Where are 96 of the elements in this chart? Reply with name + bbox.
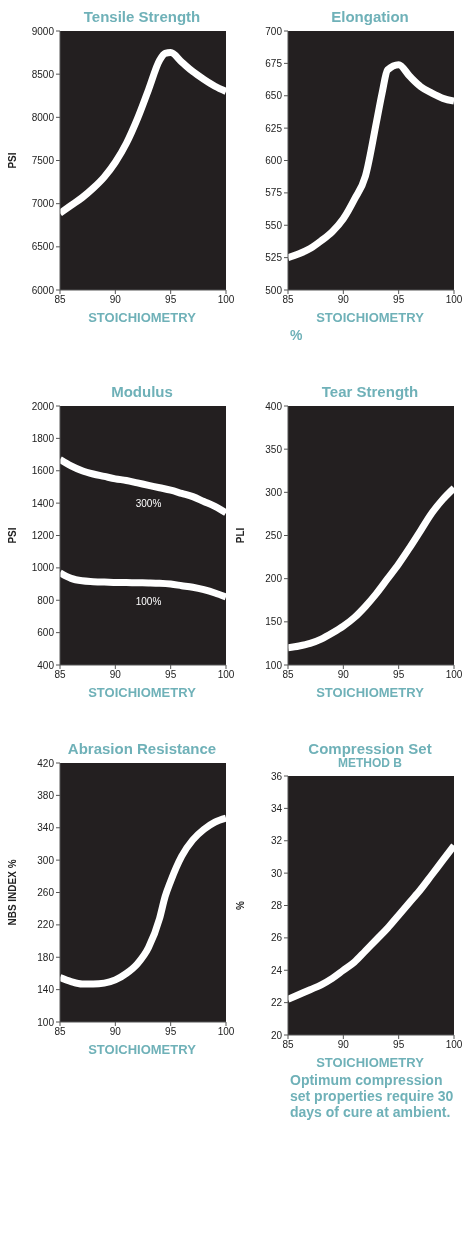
- x-axis-title: STOICHIOMETRY: [88, 310, 196, 325]
- x-axis-title: STOICHIOMETRY: [88, 1042, 196, 1057]
- x-tick-label: 90: [337, 294, 350, 306]
- y-tick-label: 300: [37, 854, 55, 866]
- y-tick-label: 36: [270, 770, 283, 782]
- y-tick-label: 420: [37, 757, 55, 769]
- y-tick-label: 380: [37, 789, 55, 801]
- y-tick-label: 400: [265, 400, 283, 412]
- y-axis-title: %: [234, 900, 246, 910]
- x-tick-label: 90: [337, 1039, 350, 1051]
- y-tick-label: 250: [265, 530, 283, 542]
- y-tick-label: 300: [265, 486, 283, 498]
- chart-title: Abrasion Resistance: [67, 740, 217, 757]
- y-axis-title: NBS INDEX %: [6, 859, 18, 926]
- x-tick-label: 85: [54, 669, 66, 681]
- y-axis-title: PSI: [6, 527, 18, 544]
- text: %: [290, 327, 304, 343]
- y-tick-label: 1200: [31, 530, 55, 542]
- x-tick-label: 95: [393, 1039, 405, 1051]
- series-label: 100%: [135, 595, 162, 607]
- y-tick-label: 150: [265, 616, 283, 628]
- y-tick-label: 7000: [31, 198, 55, 210]
- y-tick-label: 8500: [31, 68, 55, 80]
- y-tick-label: 625: [265, 122, 283, 134]
- x-tick-label: 85: [54, 294, 66, 306]
- x-tick-label: 100: [217, 669, 235, 681]
- y-tick-label: 800: [37, 594, 55, 606]
- x-tick-label: 85: [54, 1026, 66, 1038]
- y-tick-label: 30: [270, 867, 283, 879]
- x-tick-label: 100: [217, 1026, 235, 1038]
- x-axis-title: STOICHIOMETRY: [88, 685, 196, 700]
- x-tick-label: 95: [393, 669, 405, 681]
- y-tick-label: 600: [265, 155, 283, 167]
- chart-title: Tear Strength: [321, 383, 419, 400]
- x-tick-label: 100: [445, 1039, 463, 1051]
- y-tick-label: 1400: [31, 497, 55, 509]
- x-axis-title: STOICHIOMETRY: [316, 310, 424, 325]
- y-tick-label: 34: [270, 802, 283, 814]
- y-tick-label: 6000: [31, 284, 55, 296]
- y-tick-label: 1000: [31, 562, 55, 574]
- y-tick-label: 400: [37, 659, 55, 671]
- series-label: 300%: [135, 498, 162, 510]
- y-tick-label: 600: [37, 627, 55, 639]
- y-tick-label: 20: [270, 1029, 283, 1041]
- text: Optimum compression set properties require 30 days of cure at ambient.: [290, 1072, 455, 1120]
- y-tick-label: 8000: [31, 111, 55, 123]
- x-tick-label: 90: [109, 294, 122, 306]
- y-tick-label: 24: [270, 964, 283, 976]
- y-tick-label: 500: [265, 284, 283, 296]
- y-tick-label: 28: [270, 900, 283, 912]
- x-tick-label: 85: [282, 1039, 294, 1051]
- y-tick-label: 650: [265, 90, 283, 102]
- y-axis-title: PLI: [234, 527, 246, 544]
- y-tick-label: 675: [265, 57, 283, 69]
- y-tick-label: 140: [37, 984, 55, 996]
- y-tick-label: 2000: [31, 400, 55, 412]
- y-tick-label: 700: [265, 25, 283, 37]
- y-tick-label: 26: [270, 932, 283, 944]
- y-tick-label: 180: [37, 951, 55, 963]
- y-tick-label: 7500: [31, 155, 55, 167]
- y-tick-label: 200: [265, 573, 283, 585]
- x-tick-label: 85: [282, 669, 294, 681]
- y-tick-label: 260: [37, 887, 55, 899]
- x-tick-label: 100: [445, 669, 463, 681]
- chart-title: Compression Set: [308, 740, 432, 757]
- x-tick-label: 90: [337, 669, 350, 681]
- y-tick-label: 575: [265, 187, 283, 199]
- y-tick-label: 220: [37, 919, 55, 931]
- y-tick-label: 340: [37, 822, 55, 834]
- y-tick-label: 1800: [31, 432, 55, 444]
- x-tick-label: 95: [165, 669, 177, 681]
- y-tick-label: 32: [270, 835, 283, 847]
- x-tick-label: 90: [109, 1026, 122, 1038]
- y-tick-label: 350: [265, 443, 283, 455]
- x-tick-label: 100: [445, 294, 463, 306]
- y-tick-label: 1600: [31, 465, 55, 477]
- y-tick-label: 525: [265, 252, 283, 264]
- y-tick-label: 100: [37, 1016, 55, 1028]
- y-tick-label: 550: [265, 219, 283, 231]
- x-tick-label: 100: [217, 294, 235, 306]
- y-axis-title: PSI: [6, 152, 18, 169]
- x-tick-label: 95: [165, 1026, 177, 1038]
- y-tick-label: 22: [270, 997, 283, 1009]
- x-axis-title: STOICHIOMETRY: [316, 685, 424, 700]
- y-tick-label: 100: [265, 659, 283, 671]
- x-tick-label: 95: [165, 294, 177, 306]
- y-tick-label: 6500: [31, 241, 55, 253]
- x-tick-label: 85: [282, 294, 294, 306]
- chart-title: Modulus: [111, 383, 173, 400]
- chart-subtitle: METHOD B: [338, 756, 402, 770]
- x-tick-label: 95: [393, 294, 405, 306]
- y-tick-label: 9000: [31, 25, 55, 37]
- chart-title: Tensile Strength: [83, 8, 201, 25]
- x-axis-title: STOICHIOMETRY: [316, 1055, 424, 1070]
- chart-title: Elongation: [331, 8, 409, 25]
- x-tick-label: 90: [109, 669, 122, 681]
